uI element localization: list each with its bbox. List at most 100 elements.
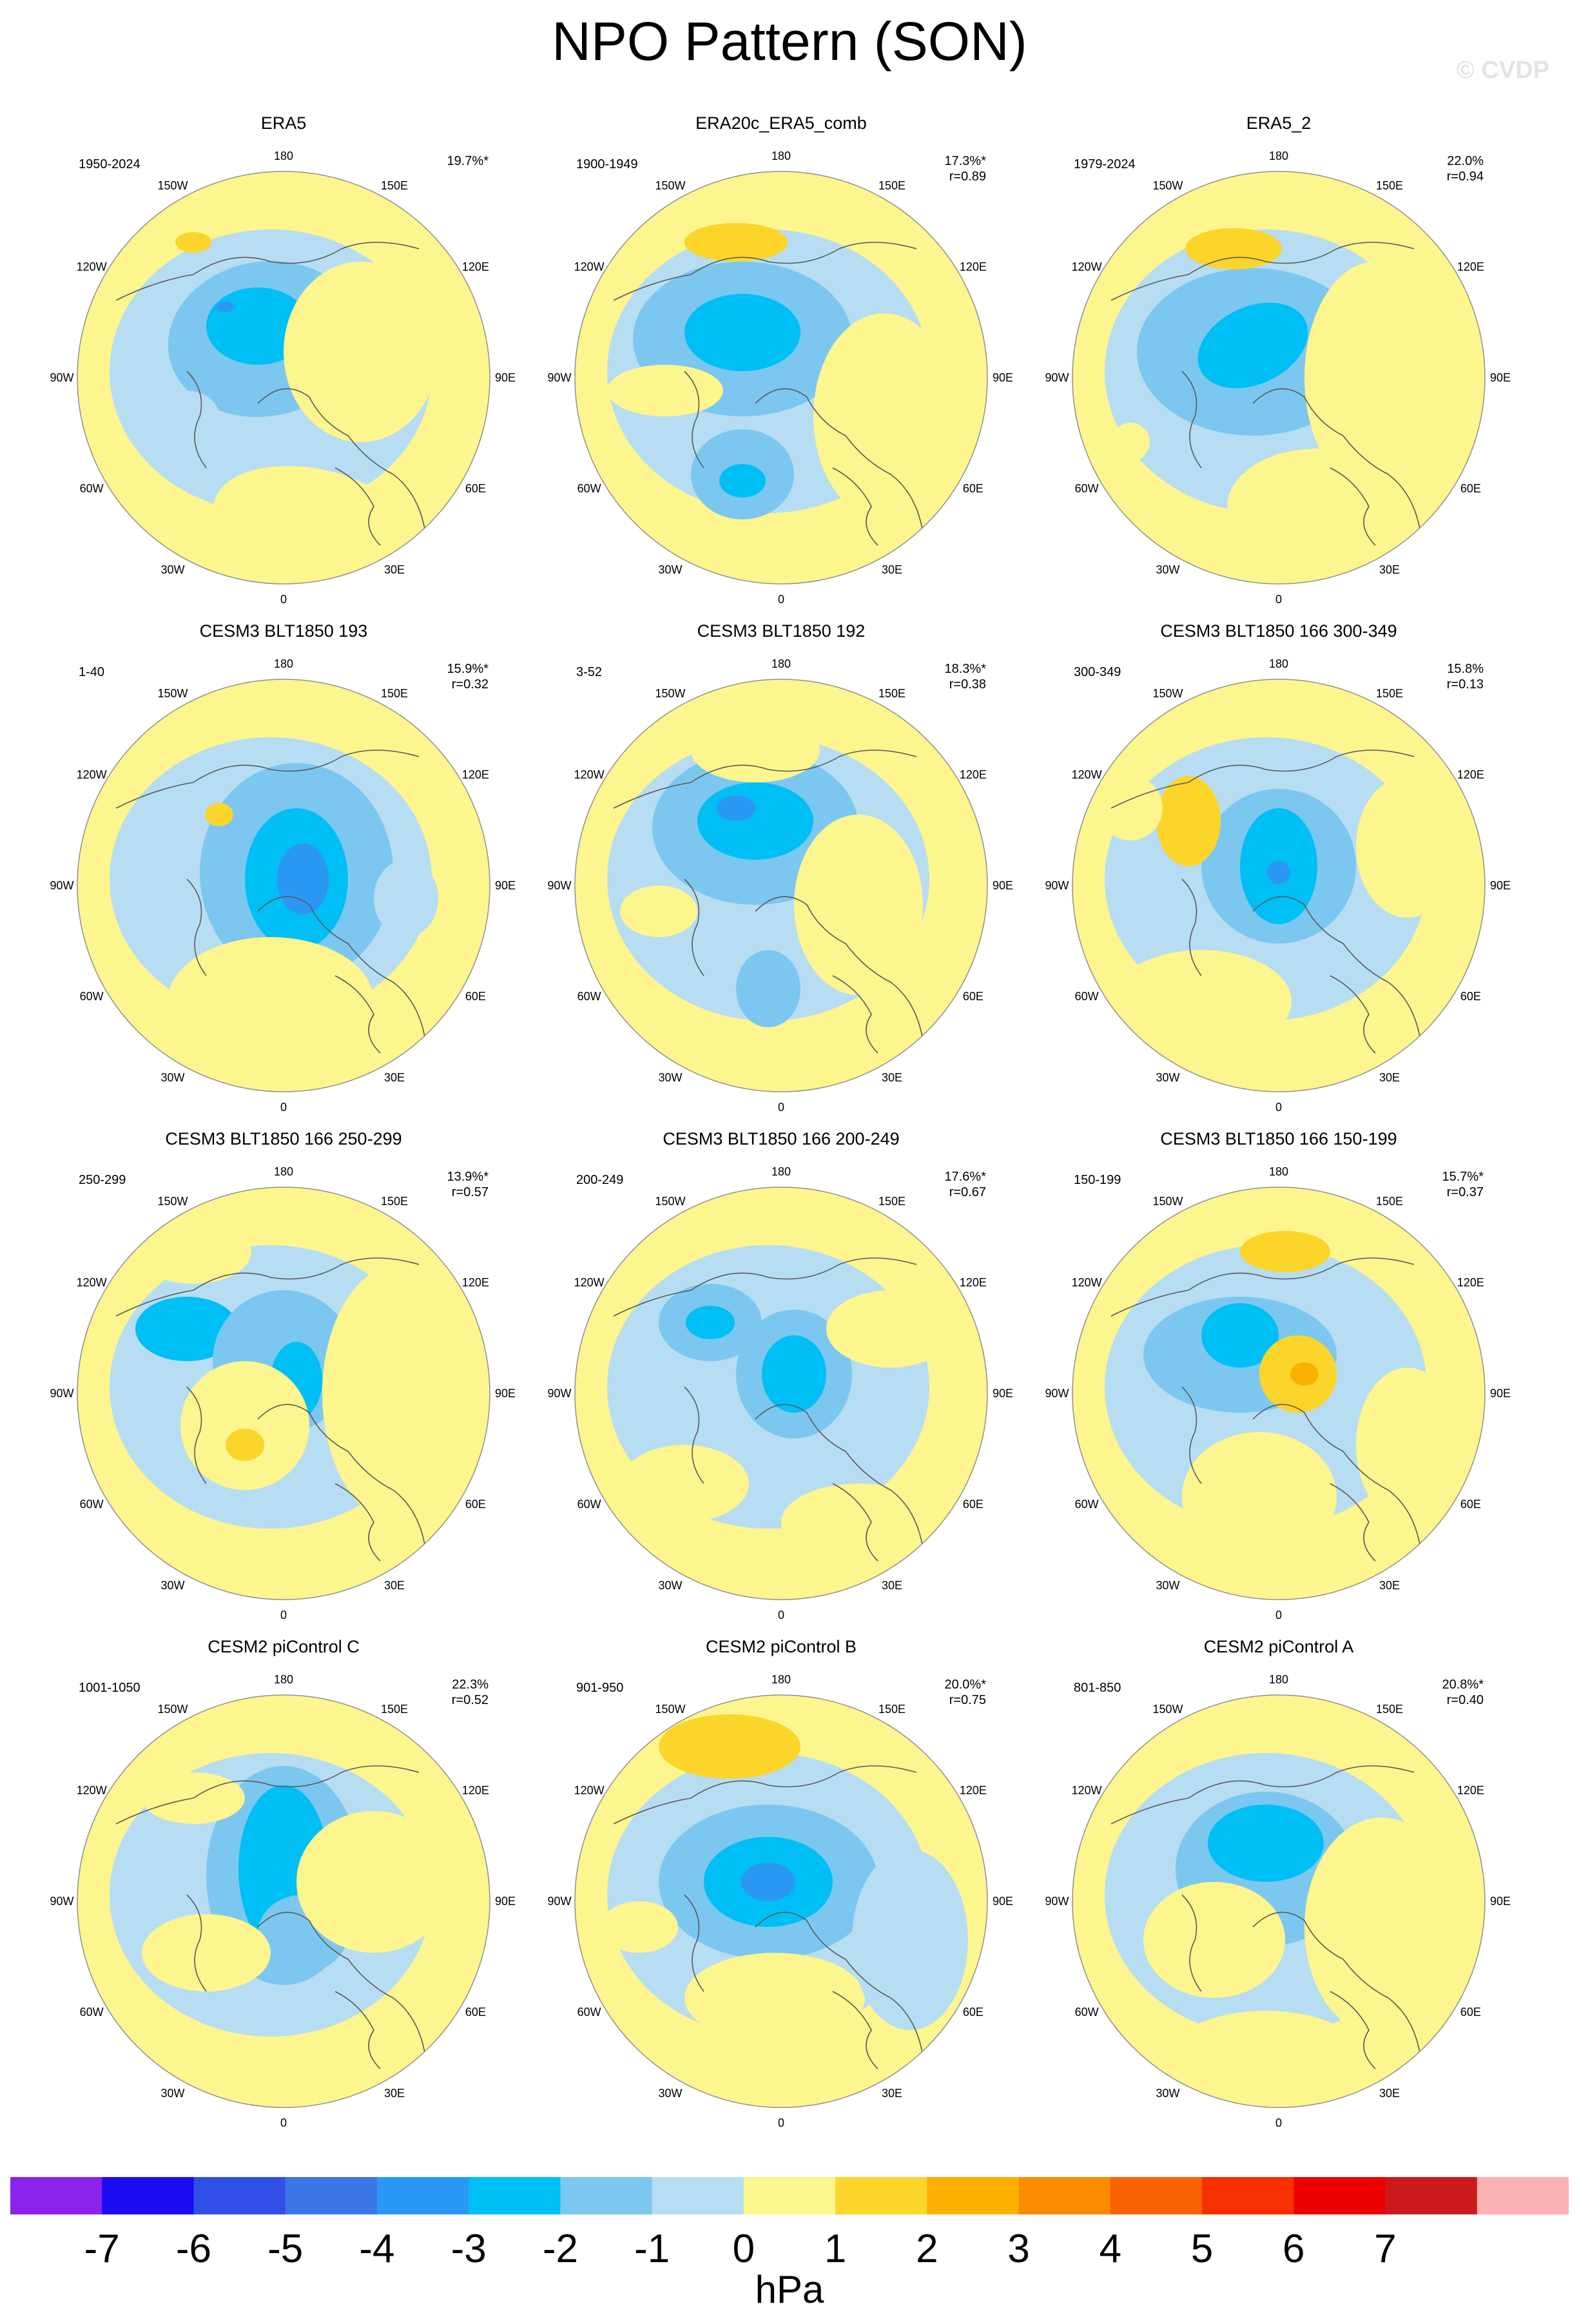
longitude-label: 30E — [1379, 1579, 1400, 1592]
coastline — [613, 1257, 924, 1562]
panel-period: 200-249 — [576, 1173, 624, 1187]
colorbar-tick: 0 — [732, 2227, 755, 2271]
panel-period: 3-52 — [576, 665, 603, 679]
longitude-label: 30W — [658, 1071, 682, 1084]
longitude-label: 90W — [50, 879, 73, 892]
explained-variance: 15.9%* — [447, 662, 489, 676]
map-panel-era5_2: ERA5_2 1979-2024 22.0% r=0.94 180 150E 120E 90E… — [1034, 113, 1524, 616]
panel-stats: 22.3% r=0.52 — [452, 1677, 489, 1708]
colorbar-swatch — [1018, 2177, 1111, 2214]
longitude-label: 150E — [878, 179, 906, 192]
polar-map: 180 150E 120E 90E 60E 30E 0 30W 60W 90W 120W 150W — [50, 1165, 516, 1622]
polar-map: 180 150E 120E 90E 60E 30E 0 30W 60W 90W 120W 150W — [1045, 1673, 1511, 2129]
longitude-label: 120W — [1072, 768, 1102, 781]
colorbar-tick: -3 — [450, 2227, 487, 2271]
panel-period: 801-850 — [1074, 1681, 1121, 1695]
longitude-label: 120W — [77, 260, 107, 273]
longitude-label: 180 — [771, 1165, 791, 1178]
panel-stats: 13.9%* r=0.57 — [447, 1169, 489, 1200]
longitude-label: 150E — [1376, 179, 1403, 192]
longitude-label: 90E — [495, 879, 516, 892]
coastline — [115, 750, 426, 1054]
explained-variance: 15.7%* — [1442, 1170, 1484, 1184]
panel-title: CESM2 piControl A — [1203, 1637, 1354, 1656]
longitude-label: 120E — [960, 1276, 987, 1289]
coastline — [1110, 750, 1421, 1054]
longitude-label: 60E — [963, 990, 983, 1003]
map-panel-cesm3_166_150: CESM3 BLT1850 166 150-199 150-199 15.7%* r=… — [1034, 1129, 1524, 1632]
longitude-label: 30E — [1379, 563, 1400, 576]
explained-variance: 17.6%* — [944, 1170, 987, 1184]
polar-map: 180 150E 120E 90E 60E 30E 0 30W 60W 90W 120W 150W — [1045, 150, 1511, 606]
watermark: © CVDP — [1456, 57, 1549, 84]
longitude-label: 0 — [778, 1101, 784, 1114]
longitude-label: 0 — [280, 593, 287, 606]
map-frame — [574, 1694, 988, 2108]
panel-title: CESM3 BLT1850 166 250-299 — [165, 1129, 402, 1148]
longitude-label: 120E — [960, 768, 987, 781]
anomaly-region — [1304, 262, 1446, 494]
longitude-label: 150W — [157, 1195, 188, 1208]
anomaly-region — [284, 262, 438, 442]
anomaly-region — [686, 1306, 735, 1339]
panel-title: CESM3 BLT1850 166 300-349 — [1160, 621, 1397, 641]
longitude-label: 0 — [280, 1609, 287, 1622]
anomaly-region — [781, 1484, 936, 1561]
pattern-correlation: r=0.13 — [1446, 677, 1484, 692]
anomaly-region — [322, 1264, 477, 1522]
longitude-label: 120W — [1072, 1784, 1102, 1797]
longitude-label: 90E — [495, 371, 516, 384]
longitude-label: 0 — [778, 2116, 784, 2129]
longitude-label: 120E — [1457, 768, 1484, 781]
map-panel-cesm2_c: CESM2 piControl C 1001-1050 22.3% r=0.52 180… — [39, 1637, 528, 2140]
pattern-correlation: r=0.52 — [451, 1693, 489, 1707]
map-panel-cesm3_166_200: CESM3 BLT1850 166 200-249 200-249 17.6%* r=… — [536, 1129, 1026, 1632]
anomaly-region — [736, 950, 800, 1027]
longitude-label: 90W — [1045, 371, 1069, 384]
longitude-label: 90E — [993, 879, 1013, 892]
anomaly-region — [213, 466, 405, 573]
anomaly-region — [620, 886, 697, 937]
longitude-label: 150W — [157, 1703, 188, 1716]
longitude-label: 90E — [993, 1895, 1013, 1908]
panel-period: 250-299 — [79, 1173, 126, 1187]
map-frame — [1072, 1694, 1486, 2108]
longitude-label: 150E — [381, 1195, 408, 1208]
longitude-label: 30W — [160, 1071, 184, 1084]
panel-title: CESM2 piControl C — [208, 1637, 360, 1656]
explained-variance: 22.0% — [1447, 154, 1484, 168]
anomaly-region — [826, 1290, 955, 1368]
anomaly-region — [374, 860, 438, 937]
colorbar-tick: -2 — [542, 2227, 578, 2271]
longitude-label: 150W — [1152, 687, 1183, 700]
colorbar-tick: -6 — [175, 2227, 212, 2271]
longitude-label: 30W — [1156, 2087, 1179, 2100]
longitude-label: 150W — [1152, 1195, 1183, 1208]
coastline — [115, 1765, 426, 2069]
longitude-label: 150E — [878, 1195, 906, 1208]
longitude-label: 180 — [274, 150, 293, 162]
panel-period: 150-199 — [1074, 1173, 1121, 1187]
longitude-label: 90E — [1490, 1895, 1511, 1908]
colorbar — [10, 2177, 1569, 2214]
panel-period: 1900-1949 — [576, 157, 638, 171]
explained-variance: 20.8%* — [1442, 1678, 1484, 1692]
coastline — [613, 1765, 924, 2069]
colorbar-tick: -1 — [634, 2227, 670, 2271]
anomaly-region — [1098, 776, 1163, 840]
map-frame — [77, 679, 490, 1092]
longitude-label: 120W — [1072, 260, 1102, 273]
longitude-label: 150W — [655, 1195, 685, 1208]
longitude-label: 30W — [160, 2087, 184, 2100]
polar-map: 180 150E 120E 90E 60E 30E 0 30W 60W 90W 120W 150W — [1045, 1165, 1511, 1622]
panel-title: CESM3 BLT1850 192 — [697, 621, 866, 641]
longitude-label: 60W — [80, 990, 104, 1003]
anomaly-region — [1290, 1362, 1319, 1386]
longitude-label: 120W — [574, 260, 605, 273]
colorbar-tick: 2 — [916, 2227, 938, 2271]
longitude-label: 30E — [1379, 1071, 1400, 1084]
panel-title: CESM2 piControl B — [705, 1637, 857, 1656]
panel-stats: 17.6%* r=0.67 — [945, 1169, 987, 1200]
longitude-label: 150E — [381, 687, 408, 700]
longitude-label: 150W — [1152, 179, 1183, 192]
